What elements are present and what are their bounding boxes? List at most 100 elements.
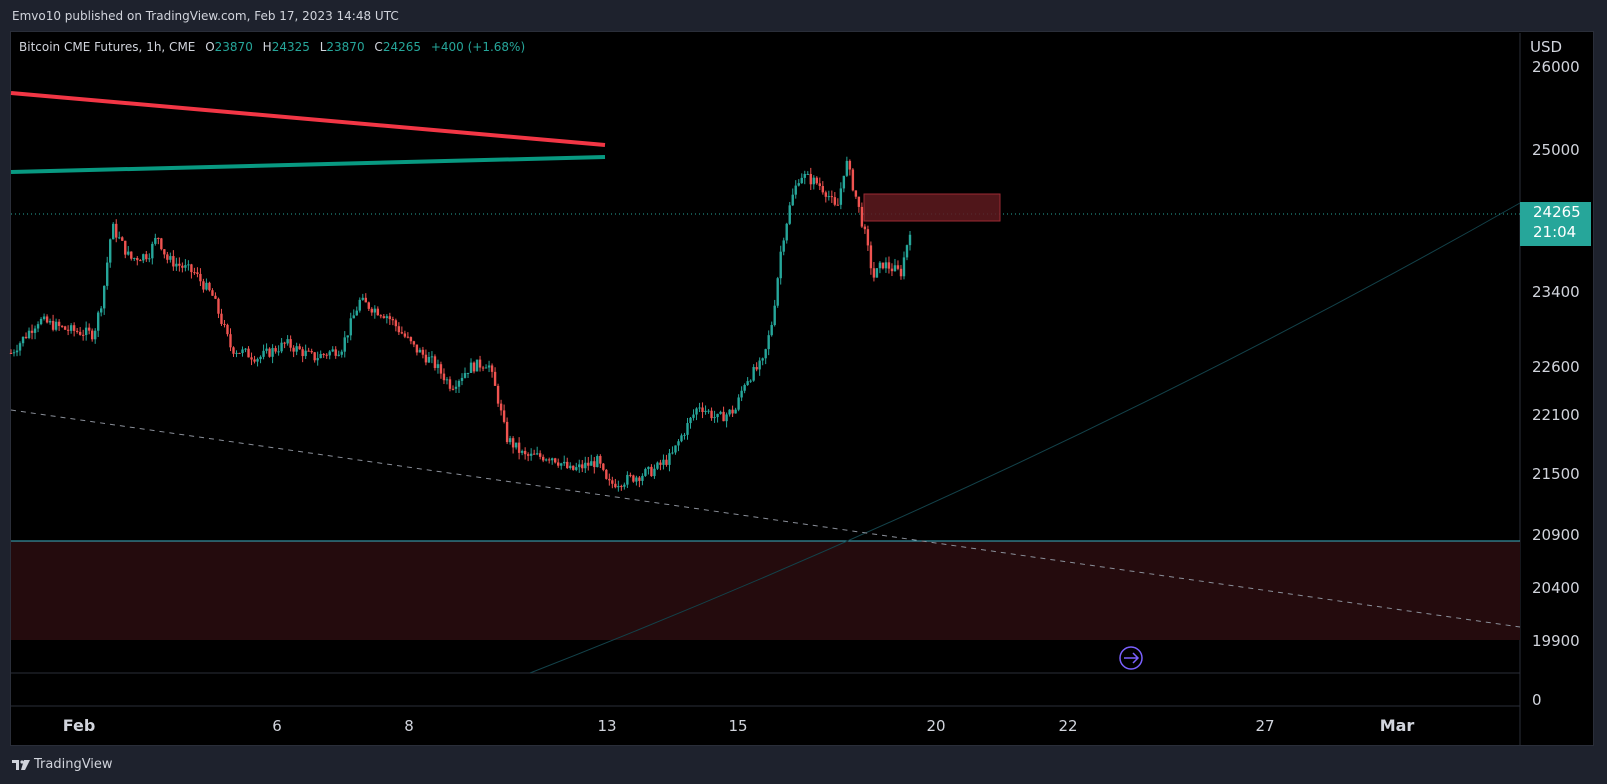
candle-body xyxy=(319,354,322,359)
candle-body xyxy=(572,465,575,470)
candle-body xyxy=(121,237,124,241)
demand-zone[interactable] xyxy=(11,541,1520,640)
candle-body xyxy=(851,169,855,191)
candle-body xyxy=(815,177,818,184)
candle-body xyxy=(157,237,160,239)
candle-body xyxy=(575,467,578,470)
symbol-legend[interactable]: Bitcoin CME Futures, 1h, CME O23870 H243… xyxy=(19,40,525,54)
candle-body xyxy=(689,417,692,424)
candle-body xyxy=(596,456,599,468)
candle-body xyxy=(274,348,277,352)
time-tick: 20 xyxy=(926,717,945,735)
candle-body xyxy=(611,480,614,484)
candle-body xyxy=(788,205,791,224)
candle-body xyxy=(415,344,419,353)
candle-body xyxy=(779,251,782,279)
price-tick: 25000 xyxy=(1532,141,1580,159)
candle-body xyxy=(842,175,846,189)
candle-body xyxy=(163,249,166,255)
candle-body xyxy=(45,316,49,323)
open-label: O xyxy=(205,40,215,54)
candle-body xyxy=(734,409,737,414)
candle-body xyxy=(535,453,539,455)
close-value: 24265 xyxy=(382,40,421,54)
candle-body xyxy=(896,265,900,269)
candle-body xyxy=(325,354,328,356)
candle-body xyxy=(599,456,602,464)
replay-icon[interactable] xyxy=(1119,646,1143,670)
candle-body xyxy=(602,463,605,470)
candle-body xyxy=(821,186,825,193)
price-tick: 0 xyxy=(1532,691,1542,709)
candle-body xyxy=(208,282,211,291)
candle-body xyxy=(421,349,425,355)
dashed-trendline[interactable] xyxy=(10,409,1521,628)
candle-body xyxy=(529,453,533,456)
candle-body xyxy=(902,257,906,277)
candle-body xyxy=(719,411,722,414)
candle-body xyxy=(514,442,518,448)
candle-body xyxy=(445,379,449,381)
resistance-trendline[interactable] xyxy=(10,91,606,147)
candle-body xyxy=(872,268,876,278)
candle-body xyxy=(358,299,361,311)
candle-body xyxy=(388,316,392,320)
candle-body xyxy=(590,461,593,466)
candle-body xyxy=(755,367,758,370)
candle-body xyxy=(454,386,458,389)
candle-body xyxy=(81,334,85,336)
arc-line[interactable] xyxy=(529,202,1521,674)
footer-brand[interactable]: TradingView xyxy=(12,757,113,772)
candle-body xyxy=(538,453,542,457)
candle-body xyxy=(283,342,286,344)
candle-body xyxy=(310,350,313,353)
candle-body xyxy=(286,339,289,344)
price-tick: 22600 xyxy=(1532,358,1580,376)
candle-body xyxy=(472,362,476,372)
candle-body xyxy=(520,450,524,453)
candle-body xyxy=(90,330,94,340)
candle-body xyxy=(893,265,897,272)
candle-body xyxy=(160,238,163,250)
supply-box[interactable] xyxy=(863,193,1001,222)
candle-body xyxy=(653,468,656,477)
candle-body xyxy=(205,282,208,290)
candle-body xyxy=(54,321,58,330)
candle-body xyxy=(827,196,831,198)
tradingview-logo-icon xyxy=(12,759,30,770)
candle-body xyxy=(316,358,319,361)
candle-body xyxy=(863,226,867,230)
candle-body xyxy=(193,272,196,274)
candle-body xyxy=(57,321,61,326)
time-axis[interactable]: Feb 6 8 13 15 20 22 27 Mar xyxy=(63,716,1415,735)
support-trendline[interactable] xyxy=(10,155,606,174)
countdown-value: 21:04 xyxy=(1533,223,1577,241)
candle-body xyxy=(544,459,548,461)
currency-label[interactable]: USD xyxy=(1530,38,1563,56)
candle-body xyxy=(343,337,346,352)
candle-body xyxy=(96,312,100,331)
candle-body xyxy=(154,237,157,244)
candle-body xyxy=(551,458,554,461)
candle-body xyxy=(608,478,611,481)
candle-body xyxy=(103,285,106,309)
candle-body xyxy=(175,263,178,267)
time-tick: Feb xyxy=(63,716,96,735)
candle-body xyxy=(668,453,671,465)
candle-body xyxy=(629,474,632,476)
time-tick: 22 xyxy=(1058,717,1077,735)
candle-body xyxy=(878,262,882,269)
candle-body xyxy=(752,367,755,381)
candle-body xyxy=(253,359,256,362)
published-line: Emvo10 published on TradingView.com, Feb… xyxy=(12,9,399,23)
price-tick: 19900 xyxy=(1532,632,1580,650)
price-axis[interactable]: 26000 25000 23400 22600 22100 21500 2090… xyxy=(1532,58,1580,709)
candle-body xyxy=(166,254,169,260)
candle-body xyxy=(379,315,383,317)
time-tick: Mar xyxy=(1380,716,1415,735)
candle-body xyxy=(869,245,873,269)
candle-body xyxy=(376,308,380,316)
candle-body xyxy=(142,254,145,261)
low-value: 23870 xyxy=(326,40,365,54)
